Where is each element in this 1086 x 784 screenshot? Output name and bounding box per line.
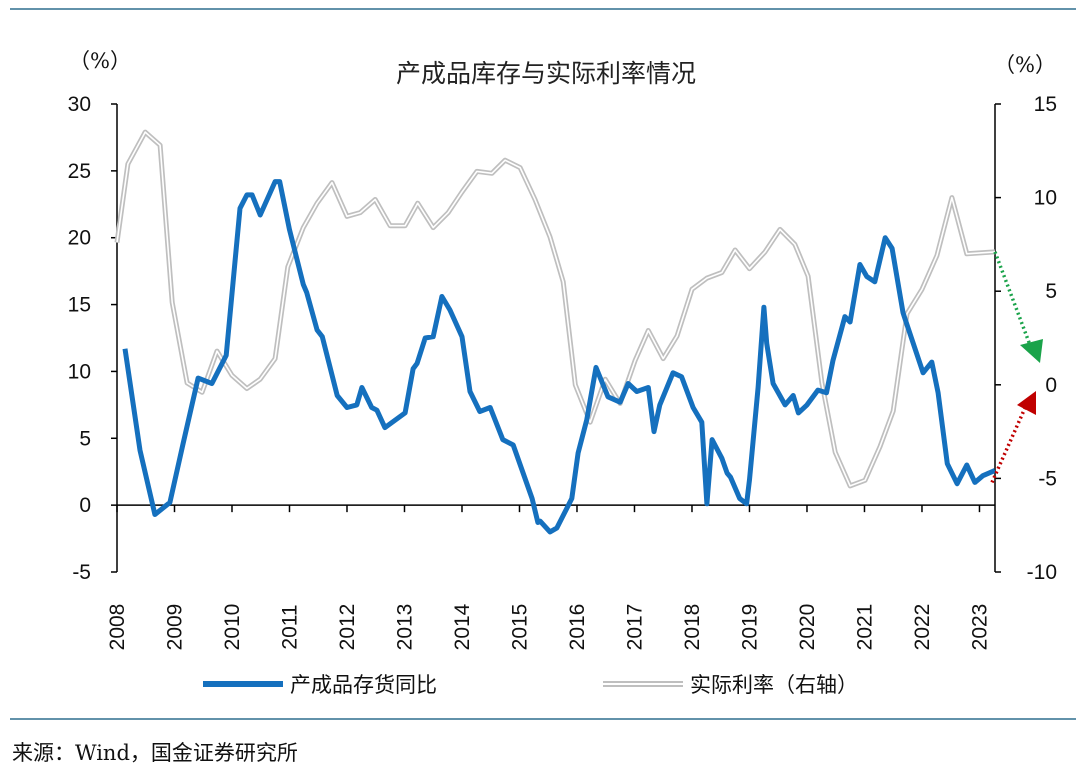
green-arrow-shaft — [993, 251, 1032, 346]
x-tick-label: 2017 — [623, 604, 646, 651]
x-tick-label: 2020 — [796, 604, 819, 651]
right-unit-label: （%） — [994, 53, 1056, 77]
x-tick-label: 2012 — [336, 604, 359, 651]
x-tick-label: 2009 — [163, 604, 186, 651]
chart-title: 产成品库存与实际利率情况 — [396, 59, 696, 88]
left-tick-label: 20 — [68, 227, 91, 250]
right-tick-label: 10 — [1034, 187, 1057, 210]
x-tick-label: 2021 — [853, 604, 876, 651]
x-tick-label: 2023 — [968, 604, 991, 651]
x-tick-label: 2019 — [738, 604, 761, 651]
source-note: 来源：Wind，国金证券研究所 — [12, 741, 298, 765]
annotation-arrows — [990, 251, 1043, 484]
green-arrow-head-icon — [1020, 339, 1043, 363]
x-tick-label: 2014 — [451, 603, 474, 650]
x-tick-label: 2016 — [566, 604, 589, 651]
x-tick-label: 2018 — [681, 604, 704, 651]
left-tick-label: 25 — [68, 160, 91, 183]
left-tick-label: 15 — [68, 294, 91, 317]
right-tick-label: -5 — [1038, 467, 1057, 490]
red-arrow-shaft — [990, 407, 1027, 484]
right-tick-label: 5 — [1045, 280, 1057, 303]
left-tick-label: 5 — [79, 427, 91, 450]
left-tick-label: 30 — [68, 93, 91, 116]
legend-label-inventory: 产成品存货同比 — [290, 673, 437, 697]
x-tick-label: 2013 — [393, 604, 416, 651]
left-unit-label: （%） — [69, 49, 131, 73]
legend: 产成品存货同比 实际利率（右轴） — [203, 673, 858, 697]
axes: -5 0 5 10 15 20 25 30 -10 -5 0 5 10 15 2008 2009 2010 201… — [68, 93, 1057, 650]
right-tick-label: 15 — [1034, 93, 1057, 116]
legend-label-real-rate: 实际利率（右轴） — [690, 673, 858, 697]
right-tick-label: -10 — [1027, 561, 1057, 584]
left-tick-label: -5 — [72, 561, 91, 584]
left-tick-label: 0 — [79, 494, 91, 517]
left-tick-label: 10 — [68, 360, 91, 383]
red-arrow-head-icon — [1017, 391, 1036, 415]
real-rate-line — [114, 129, 996, 489]
x-tick-label: 2015 — [508, 604, 531, 651]
x-tick-label: 2011 — [278, 604, 301, 649]
inventory-yoy-line — [122, 179, 997, 535]
x-tick-label: 2010 — [221, 604, 244, 651]
x-tick-label: 2008 — [106, 604, 129, 651]
series-layer — [114, 129, 997, 535]
right-tick-label: 0 — [1045, 374, 1057, 397]
x-tick-label: 2022 — [911, 604, 934, 651]
real-rate-line-inner — [116, 131, 996, 487]
